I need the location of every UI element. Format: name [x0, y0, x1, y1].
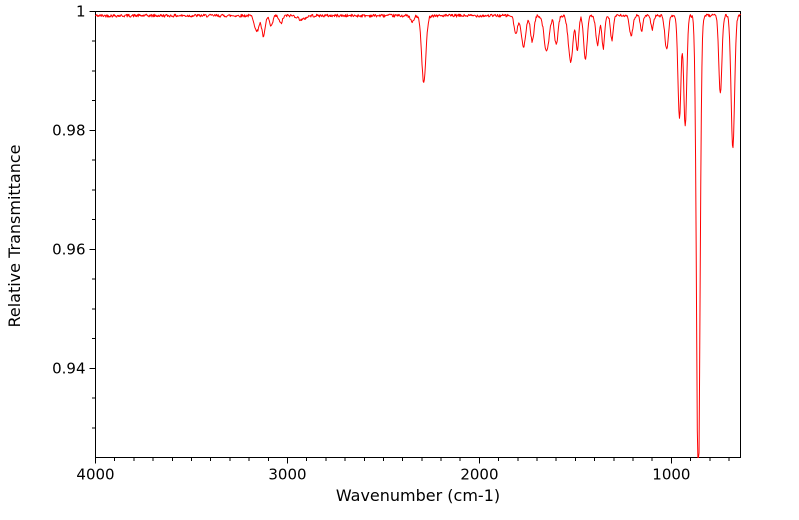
y-axis-label: Relative Transmittance	[5, 144, 24, 327]
x-axis-major-ticks	[95, 457, 672, 464]
x-tick-label: 4000	[76, 466, 114, 484]
y-tick-label: 1	[76, 3, 86, 21]
spectrum-trace	[95, 13, 741, 458]
x-axis-label: Wavenumber (cm-1)	[336, 486, 500, 505]
y-tick-label: 0.98	[52, 121, 85, 139]
plot-border	[95, 11, 741, 458]
x-axis-tick-labels: 4000 3000 2000 1000	[76, 466, 690, 484]
y-axis-minor-ticks	[92, 40, 96, 429]
y-axis-tick-labels: 0.94 0.96 0.98 1	[52, 3, 85, 378]
y-tick-label: 0.96	[52, 240, 85, 258]
y-tick-label: 0.94	[52, 359, 85, 377]
x-tick-label: 3000	[268, 466, 306, 484]
x-axis-minor-ticks	[114, 457, 730, 461]
y-axis-major-ticks	[89, 11, 96, 369]
x-tick-label: 2000	[460, 466, 498, 484]
x-tick-label: 1000	[652, 466, 690, 484]
